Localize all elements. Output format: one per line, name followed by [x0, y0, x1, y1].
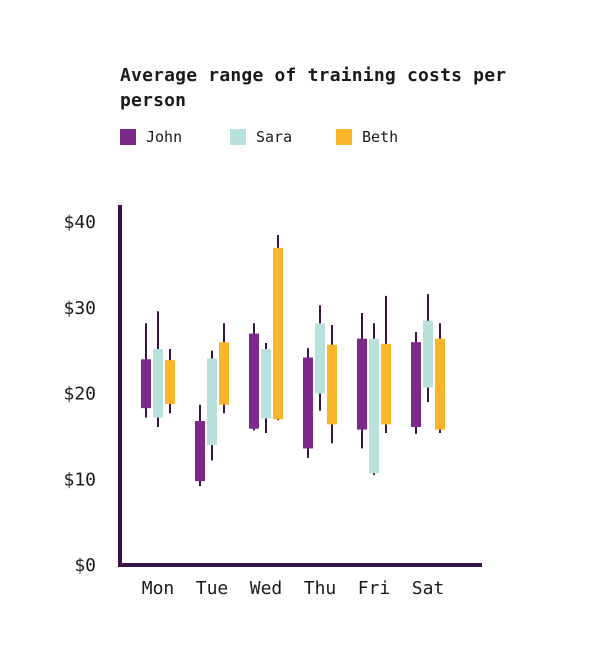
range-bar-beth-fri [381, 343, 391, 425]
range-bar-john-sat [411, 342, 421, 427]
range-bar-john-tue [195, 421, 205, 481]
range-bar-sara-mon [153, 349, 163, 418]
range-bar-sara-wed [261, 349, 271, 419]
x-tick-label: Fri [358, 578, 391, 599]
x-tick-label: Wed [250, 578, 283, 599]
y-tick-label: $30 [63, 298, 96, 319]
x-tick-label: Tue [196, 578, 229, 599]
range-bar-beth-sat [435, 338, 445, 430]
legend-swatch-beth [336, 129, 352, 145]
range-bar-beth-thu [327, 344, 337, 425]
range-bar-john-mon [141, 359, 151, 409]
legend-item-john: John [120, 128, 182, 146]
x-tick-label: Mon [142, 578, 175, 599]
y-tick-label: $10 [63, 469, 96, 490]
legend-label-sara: Sara [256, 128, 293, 146]
legend-label-john: John [146, 128, 183, 146]
range-bar-sara-sat [423, 320, 433, 388]
range-bar-john-wed [249, 333, 259, 429]
range-bar-john-thu [303, 357, 313, 449]
range-bar-beth-wed [273, 247, 283, 420]
legend-label-beth: Beth [362, 128, 399, 146]
y-tick-label: $40 [63, 212, 96, 233]
range-bar-john-fri [357, 338, 367, 430]
legend-item-beth: Beth [336, 128, 398, 146]
range-bar-sara-thu [315, 323, 325, 394]
range-bar-sara-fri [369, 338, 379, 474]
legend-item-sara: Sara [230, 128, 292, 146]
y-tick-label: $0 [74, 555, 96, 576]
range-bar-sara-tue [207, 358, 217, 445]
chart-title: Average range of training costs per pers… [120, 65, 507, 111]
legend-swatch-john [120, 129, 136, 145]
y-tick-label: $20 [63, 384, 96, 405]
range-bar-beth-tue [219, 342, 229, 405]
legend-swatch-sara [230, 129, 246, 145]
x-tick-label: Sat [412, 578, 445, 599]
x-tick-label: Thu [304, 578, 337, 599]
range-bar-beth-mon [165, 360, 175, 404]
